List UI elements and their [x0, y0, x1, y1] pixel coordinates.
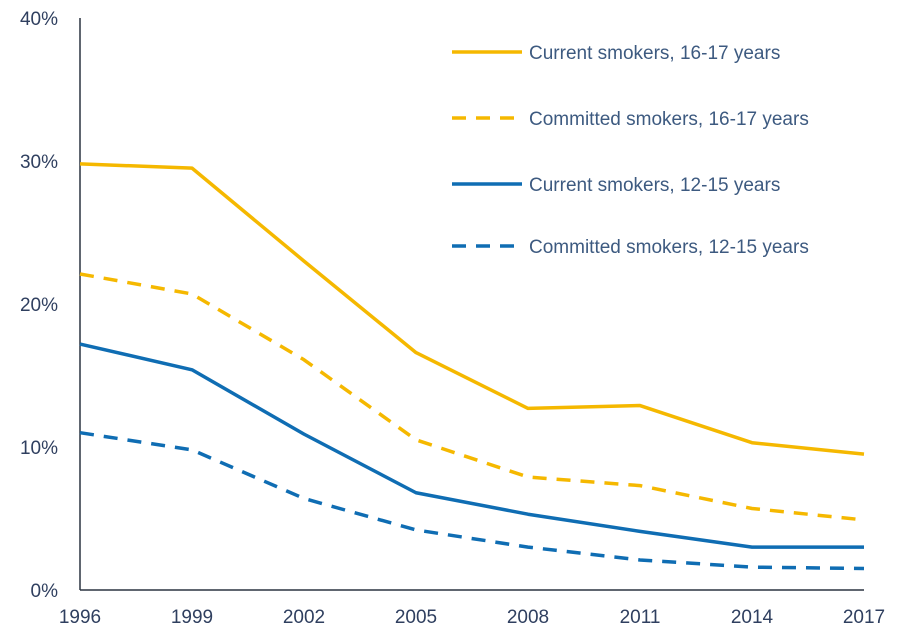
- y-tick-label: 40%: [20, 9, 58, 30]
- legend-label: Committed smokers, 12-15 years: [529, 237, 809, 258]
- series-lines: [79, 162, 865, 571]
- x-tick-label: 2005: [395, 607, 437, 628]
- x-tick-label: 1999: [171, 607, 213, 628]
- x-tick-label: 1996: [59, 607, 101, 628]
- series-line-3: [79, 342, 864, 549]
- y-tick-labels: 0% 10% 20% 30% 40%: [20, 9, 58, 602]
- x-tick-label: 2011: [620, 607, 661, 628]
- x-tick-label: 2014: [731, 607, 774, 628]
- x-tick-label: 2017: [843, 607, 885, 628]
- x-tick-label: 2002: [283, 607, 325, 628]
- legend: Current smokers, 16-17 years Committed sm…: [452, 43, 809, 258]
- legend-label: Current smokers, 12-15 years: [529, 175, 780, 196]
- y-tick-label: 10%: [20, 438, 58, 459]
- series-line-2: [79, 272, 865, 522]
- y-tick-label: 20%: [20, 295, 58, 316]
- legend-label: Committed smokers, 16-17 years: [529, 109, 809, 130]
- series-line-4: [79, 430, 865, 571]
- y-tick-label: 30%: [20, 152, 58, 173]
- x-tick-label: 2008: [507, 607, 549, 628]
- axes: [79, 18, 864, 591]
- series-line-1: [79, 162, 865, 456]
- legend-label: Current smokers, 16-17 years: [529, 43, 780, 64]
- x-tick-labels: 1996 1999 2002 2005 2008 2011 2014 2017: [59, 607, 885, 628]
- y-tick-label: 0%: [31, 581, 59, 602]
